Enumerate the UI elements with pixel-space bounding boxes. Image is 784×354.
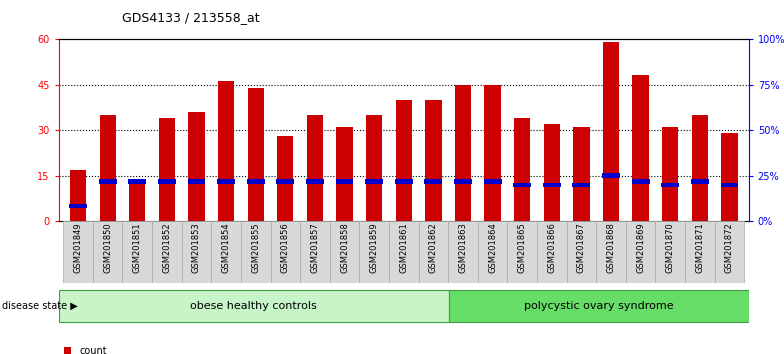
Bar (247, 179, 265, 184)
FancyBboxPatch shape (212, 221, 241, 283)
FancyBboxPatch shape (507, 221, 537, 283)
FancyBboxPatch shape (152, 221, 182, 283)
Text: GSM201854: GSM201854 (222, 223, 230, 273)
Text: GSM201862: GSM201862 (429, 223, 438, 273)
Bar (99, 179, 117, 184)
Text: GSM201867: GSM201867 (577, 223, 586, 273)
Bar (661, 183, 679, 187)
Bar (602, 173, 620, 178)
Text: disease state ▶: disease state ▶ (2, 301, 78, 311)
FancyBboxPatch shape (715, 221, 744, 283)
Bar (248, 87, 264, 221)
Bar (424, 179, 442, 184)
Text: GSM201866: GSM201866 (547, 223, 557, 273)
FancyBboxPatch shape (685, 221, 715, 283)
Text: GSM201871: GSM201871 (695, 223, 704, 273)
Bar (543, 124, 560, 221)
Bar (217, 179, 235, 184)
Text: GSM201872: GSM201872 (725, 223, 734, 273)
Bar (543, 183, 561, 187)
Bar (633, 75, 649, 221)
Bar (514, 183, 531, 187)
Bar (572, 183, 590, 187)
FancyBboxPatch shape (64, 221, 93, 283)
Bar (485, 85, 501, 221)
Bar (158, 179, 176, 184)
FancyBboxPatch shape (448, 221, 477, 283)
Bar (278, 136, 293, 221)
Text: GSM201856: GSM201856 (281, 223, 290, 273)
Bar (425, 100, 441, 221)
Bar (484, 179, 502, 184)
Bar (307, 115, 323, 221)
Bar (277, 179, 294, 184)
Bar (396, 100, 412, 221)
Bar (129, 179, 147, 184)
Text: GSM201853: GSM201853 (192, 223, 201, 273)
FancyBboxPatch shape (59, 290, 448, 322)
Bar (720, 183, 739, 187)
FancyBboxPatch shape (596, 221, 626, 283)
Text: GSM201850: GSM201850 (103, 223, 112, 273)
Bar (365, 179, 383, 184)
FancyBboxPatch shape (93, 221, 122, 283)
Text: GSM201849: GSM201849 (74, 223, 82, 273)
Bar (188, 112, 205, 221)
FancyBboxPatch shape (626, 221, 655, 283)
Text: GSM201864: GSM201864 (488, 223, 497, 273)
Bar (691, 179, 709, 184)
Bar (662, 127, 678, 221)
FancyBboxPatch shape (182, 221, 212, 283)
Bar (187, 179, 205, 184)
Bar (158, 118, 175, 221)
FancyBboxPatch shape (419, 221, 448, 283)
Bar (455, 85, 471, 221)
Bar (573, 127, 590, 221)
Bar (632, 179, 650, 184)
Text: GSM201852: GSM201852 (162, 223, 172, 273)
Bar (69, 204, 87, 209)
Text: GSM201868: GSM201868 (607, 223, 615, 273)
FancyBboxPatch shape (655, 221, 685, 283)
Bar (691, 115, 708, 221)
FancyBboxPatch shape (122, 221, 152, 283)
FancyBboxPatch shape (567, 221, 596, 283)
Bar (603, 42, 619, 221)
FancyBboxPatch shape (448, 290, 749, 322)
Bar (395, 179, 412, 184)
Bar (514, 118, 530, 221)
FancyBboxPatch shape (389, 221, 419, 283)
Text: GSM201859: GSM201859 (369, 223, 379, 273)
Bar (306, 179, 324, 184)
Text: GDS4133 / 213558_at: GDS4133 / 213558_at (122, 11, 260, 24)
Text: GSM201869: GSM201869 (636, 223, 645, 273)
Text: GSM201855: GSM201855 (251, 223, 260, 273)
FancyBboxPatch shape (330, 221, 359, 283)
Bar (336, 179, 354, 184)
Text: GSM201851: GSM201851 (132, 223, 142, 273)
Bar (721, 133, 738, 221)
Text: GSM201865: GSM201865 (517, 223, 527, 273)
Bar (100, 115, 116, 221)
Text: GSM201863: GSM201863 (459, 223, 467, 273)
Bar (454, 179, 472, 184)
FancyBboxPatch shape (537, 221, 567, 283)
Bar (70, 170, 86, 221)
Legend: count, percentile rank within the sample: count, percentile rank within the sample (64, 346, 245, 354)
Text: GSM201857: GSM201857 (310, 223, 319, 273)
Text: obese healthy controls: obese healthy controls (191, 301, 318, 310)
Text: polycystic ovary syndrome: polycystic ovary syndrome (524, 301, 673, 310)
FancyBboxPatch shape (270, 221, 300, 283)
Bar (129, 182, 145, 221)
Bar (336, 127, 353, 221)
FancyBboxPatch shape (477, 221, 507, 283)
FancyBboxPatch shape (300, 221, 330, 283)
Text: GSM201861: GSM201861 (399, 223, 408, 273)
Bar (218, 81, 234, 221)
FancyBboxPatch shape (359, 221, 389, 283)
Bar (366, 115, 383, 221)
Text: GSM201858: GSM201858 (340, 223, 349, 273)
Text: GSM201870: GSM201870 (666, 223, 675, 273)
FancyBboxPatch shape (241, 221, 270, 283)
